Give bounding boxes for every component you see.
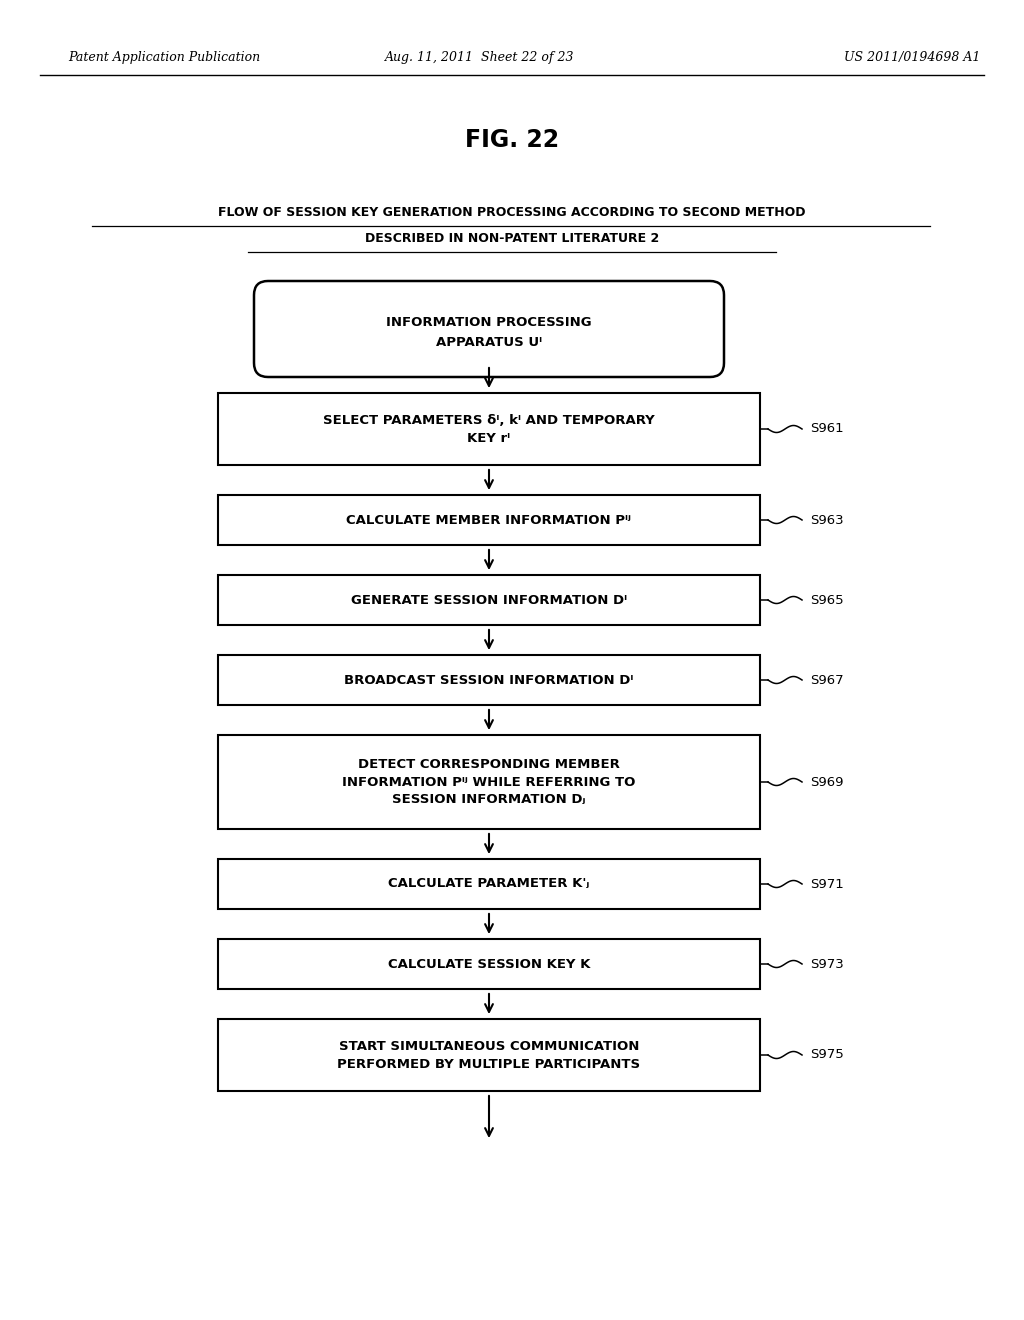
Text: CALCULATE MEMBER INFORMATION Pᴵʲ: CALCULATE MEMBER INFORMATION Pᴵʲ <box>346 513 632 527</box>
FancyBboxPatch shape <box>218 576 760 624</box>
Text: S967: S967 <box>810 673 844 686</box>
FancyBboxPatch shape <box>218 735 760 829</box>
Text: CALCULATE SESSION KEY K: CALCULATE SESSION KEY K <box>388 957 590 970</box>
Text: DESCRIBED IN NON-PATENT LITERATURE 2: DESCRIBED IN NON-PATENT LITERATURE 2 <box>365 231 659 244</box>
Text: S963: S963 <box>810 513 844 527</box>
Text: Aug. 11, 2011  Sheet 22 of 23: Aug. 11, 2011 Sheet 22 of 23 <box>385 51 574 65</box>
FancyBboxPatch shape <box>254 281 724 378</box>
FancyBboxPatch shape <box>218 393 760 465</box>
FancyBboxPatch shape <box>218 1019 760 1092</box>
Text: FIG. 22: FIG. 22 <box>465 128 559 152</box>
FancyBboxPatch shape <box>218 655 760 705</box>
Text: APPARATUS Uᴵ: APPARATUS Uᴵ <box>436 337 542 350</box>
Text: FLOW OF SESSION KEY GENERATION PROCESSING ACCORDING TO SECOND METHOD: FLOW OF SESSION KEY GENERATION PROCESSIN… <box>218 206 806 219</box>
Text: DETECT CORRESPONDING MEMBER
INFORMATION Pᴵʲ WHILE REFERRING TO
SESSION INFORMATI: DETECT CORRESPONDING MEMBER INFORMATION … <box>342 758 636 807</box>
FancyBboxPatch shape <box>218 495 760 545</box>
Text: S965: S965 <box>810 594 844 606</box>
Text: US 2011/0194698 A1: US 2011/0194698 A1 <box>844 51 980 65</box>
Text: SELECT PARAMETERS δᴵ, kᴵ AND TEMPORARY
KEY rᴵ: SELECT PARAMETERS δᴵ, kᴵ AND TEMPORARY K… <box>324 413 655 445</box>
Text: S973: S973 <box>810 957 844 970</box>
Text: INFORMATION PROCESSING: INFORMATION PROCESSING <box>386 317 592 330</box>
Text: Patent Application Publication: Patent Application Publication <box>68 51 260 65</box>
FancyBboxPatch shape <box>218 939 760 989</box>
Text: START SIMULTANEOUS COMMUNICATION
PERFORMED BY MULTIPLE PARTICIPANTS: START SIMULTANEOUS COMMUNICATION PERFORM… <box>338 1040 641 1071</box>
Text: S971: S971 <box>810 878 844 891</box>
Text: S961: S961 <box>810 422 844 436</box>
Text: BROADCAST SESSION INFORMATION Dᴵ: BROADCAST SESSION INFORMATION Dᴵ <box>344 673 634 686</box>
Text: GENERATE SESSION INFORMATION Dᴵ: GENERATE SESSION INFORMATION Dᴵ <box>351 594 627 606</box>
Text: S975: S975 <box>810 1048 844 1061</box>
FancyBboxPatch shape <box>218 859 760 909</box>
Text: S969: S969 <box>810 776 844 788</box>
Text: CALCULATE PARAMETER K'ⱼ: CALCULATE PARAMETER K'ⱼ <box>388 878 590 891</box>
